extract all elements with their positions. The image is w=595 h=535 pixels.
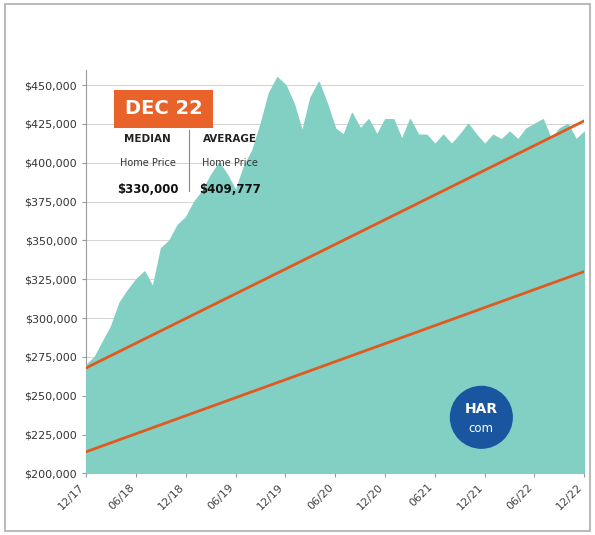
Text: MEDIAN: MEDIAN [124, 134, 171, 144]
Text: Home Price: Home Price [202, 158, 258, 169]
Text: $409,777: $409,777 [199, 182, 261, 196]
Text: HAR: HAR [465, 402, 498, 416]
Text: SINGLE FAMILY:: SINGLE FAMILY: [94, 39, 245, 57]
Text: $330,000: $330,000 [117, 182, 178, 196]
Circle shape [450, 386, 512, 448]
Text: com: com [469, 422, 494, 435]
Text: AVERAGE: AVERAGE [203, 134, 256, 144]
FancyBboxPatch shape [114, 90, 213, 128]
Text: DEC 22: DEC 22 [124, 100, 202, 118]
Text: Average & Median Home Prices: Average & Median Home Prices [238, 39, 505, 57]
Text: Home Price: Home Price [120, 158, 176, 169]
